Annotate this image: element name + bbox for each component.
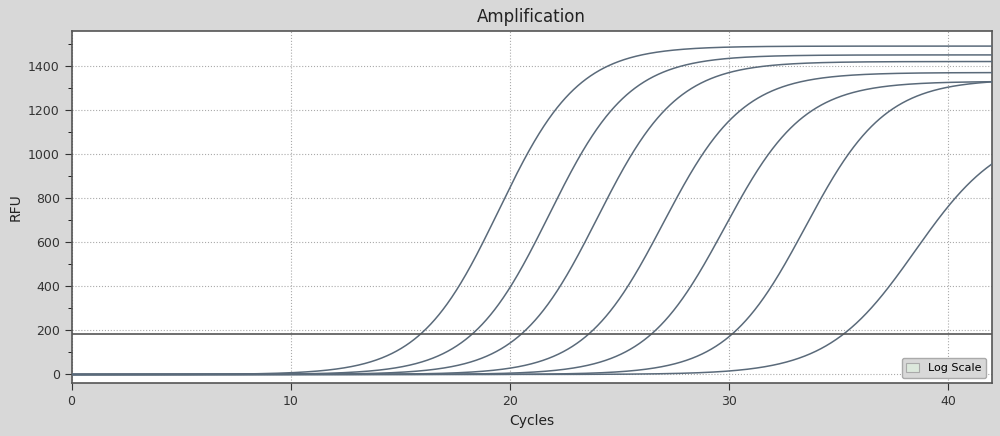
Legend: Log Scale: Log Scale — [902, 358, 986, 378]
Title: Amplification: Amplification — [477, 8, 586, 26]
X-axis label: Cycles: Cycles — [509, 414, 554, 428]
Y-axis label: RFU: RFU — [8, 193, 22, 221]
